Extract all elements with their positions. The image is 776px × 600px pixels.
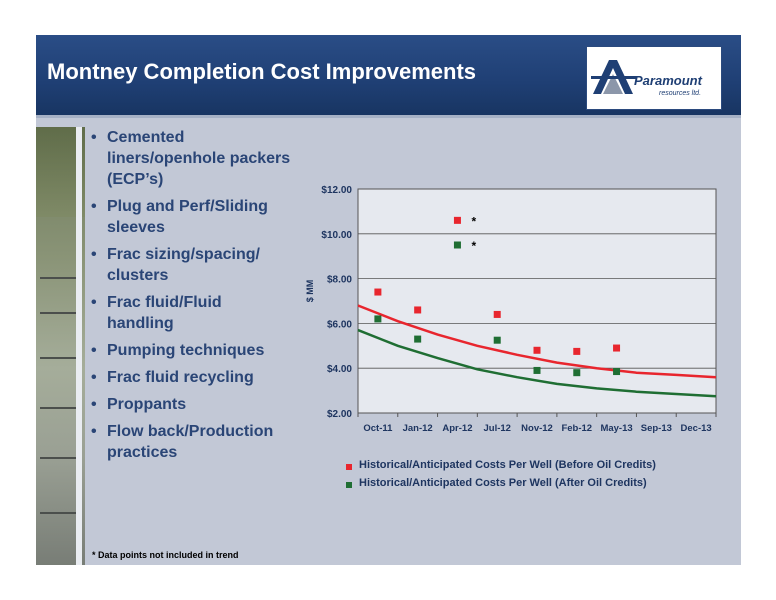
bullet-dot: • [91,198,97,215]
data-point-before [414,306,422,314]
legend-label-before: Historical/Anticipated Costs Per Well (B… [359,459,656,471]
slide: Montney Completion Cost Improvements Par… [36,35,741,565]
data-point-before [493,310,501,318]
data-point-before [613,344,621,352]
bullet-dot: • [91,129,97,146]
bullet-item: • Cemented liners/openhole packers (ECP’s… [91,127,291,190]
legend-swatch-after [346,482,352,488]
slide-title: Montney Completion Cost Improvements [47,59,477,84]
data-point-before [573,347,581,355]
y-tick-label: $10.00 [321,230,352,241]
bullet-list: • Cemented liners/openhole packers (ECP’s… [91,127,291,469]
x-tick-label: Oct-11 [363,423,393,434]
logo-subtitle: resources ltd. [659,90,702,97]
cost-chart: $2.00 $4.00 $6.00 $8.00 $10.00 $12.00 Oct-11 Ja… [305,185,717,434]
data-point-after [453,241,461,249]
photo-structure-line [40,277,80,279]
company-logo: Paramount resources ltd. [586,46,722,110]
bullet-text: Flow back/Production practices [107,423,274,461]
x-tick-label: Jul-12 [483,423,510,434]
bullet-item: • Pumping techniques [91,340,291,361]
data-point-before [533,346,541,354]
legend-swatch-before [346,464,352,470]
bullet-item: • Frac sizing/spacing/ clusters [91,244,291,286]
data-point-before [374,288,382,296]
data-point-after [493,336,501,344]
bullet-text: Plug and Perf/Sliding sleeves [107,198,268,236]
photo-structure-line [40,312,80,314]
bullet-item: • Flow back/Production practices [91,421,291,463]
bullet-dot: • [91,369,97,386]
bullet-dot: • [91,246,97,263]
header-divider [36,115,741,118]
bullet-text: Frac sizing/spacing/ clusters [107,246,260,284]
data-point-after [374,315,382,323]
x-tick-label: Sep-13 [641,423,672,434]
x-tick-label: Apr-12 [442,423,472,434]
bullet-text: Proppants [107,396,187,413]
asterisk-annotation: * [471,214,476,228]
data-point-before [453,216,461,224]
trend-line-before [357,304,717,379]
bullet-item: • Proppants [91,394,291,415]
bullet-text: Frac fluid recycling [107,369,254,386]
photo-structure-line [40,407,80,409]
x-tick-label: May-13 [600,423,632,434]
data-point-after [533,366,541,374]
y-tick-label: $6.00 [327,319,352,330]
bullet-dot: • [91,294,97,311]
bullet-item: • Frac fluid/Fluid handling [91,292,291,334]
photo-structure-line [40,512,80,514]
bullet-dot: • [91,342,97,359]
x-tick-label: Jan-12 [403,423,433,434]
logo-name: Paramount [634,73,702,88]
photo-structure-line [40,357,80,359]
x-tick-label: Nov-12 [521,423,553,434]
y-tick-label: $2.00 [327,409,352,420]
logo-mountain-icon [591,60,637,94]
data-point-after [414,335,422,343]
x-tick-label: Dec-13 [681,423,712,434]
data-point-after [573,369,581,377]
trend-line-after [357,328,717,398]
y-tick-label: $12.00 [321,185,352,196]
y-tick-label: $8.00 [327,275,352,286]
footnote: * Data points not included in trend [92,550,239,560]
data-point-after [613,368,621,376]
bullet-dot: • [91,396,97,413]
y-axis-label: $ MM [305,280,315,303]
bullet-text: Frac fluid/Fluid handling [107,294,222,332]
accent-bar [76,127,82,565]
bullet-item: • Plug and Perf/Sliding sleeves [91,196,291,238]
bullet-item: • Frac fluid recycling [91,367,291,388]
asterisk-annotation: * [471,239,476,253]
bullet-dot: • [91,423,97,440]
bullet-text: Pumping techniques [107,342,265,359]
slide-header: Montney Completion Cost Improvements Par… [36,35,741,115]
legend-label-after: Historical/Anticipated Costs Per Well (A… [359,477,647,489]
x-tick-label: Feb-12 [561,423,592,434]
y-tick-label: $4.00 [327,364,352,375]
photo-structure-line [40,457,80,459]
bullet-text: Cemented liners/openhole packers (ECP’s) [107,129,291,188]
